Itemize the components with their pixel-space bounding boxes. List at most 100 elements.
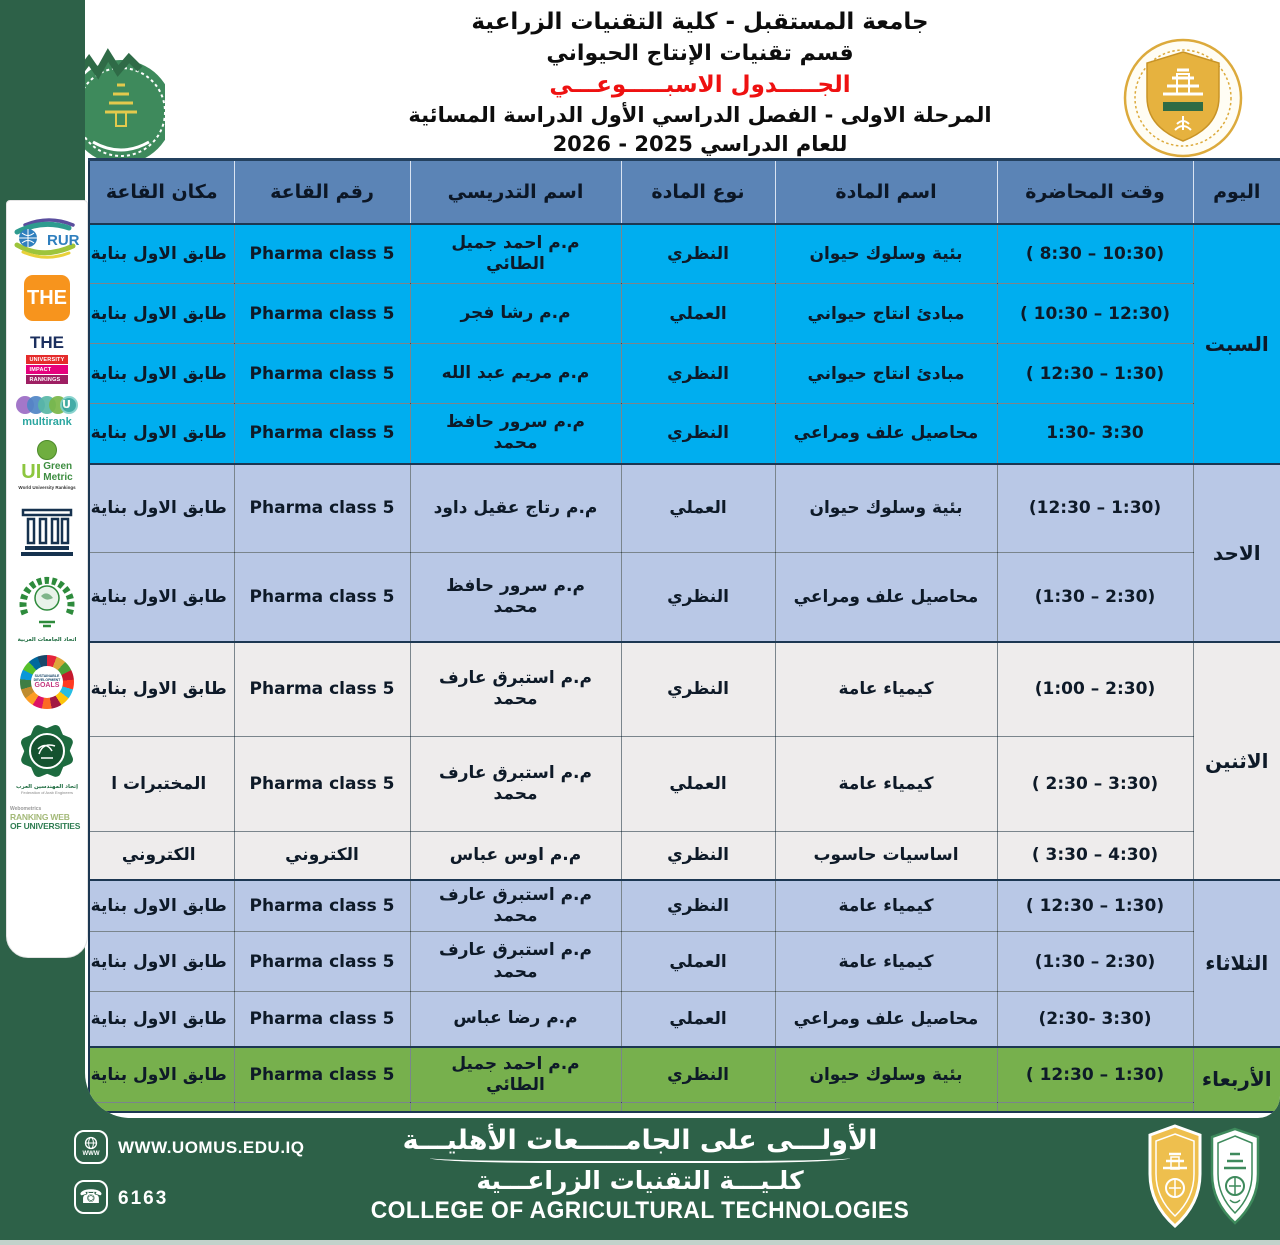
cell-subject: محاصيل علف ومراعي <box>774 403 998 464</box>
cell-instructor: م.م استبرق عارف محمد <box>409 878 622 932</box>
cell-subject: محاصيل علف ومراعي <box>774 552 998 642</box>
cell-location: طابق الاول بناية <box>88 640 235 737</box>
footer-slogan: الأولـــى على الجامـــــعات الأهليـــة ك… <box>240 1124 1040 1225</box>
cell-time: ( 3:30 – 4:30) <box>996 831 1194 880</box>
cell-type: النظري <box>620 878 776 932</box>
cell-location: طابق الاول بناية <box>88 1045 235 1103</box>
cell-subject: مبادئ انتاج حيواني <box>774 283 998 344</box>
cell-empty <box>233 1102 411 1112</box>
cell-room: Pharma class 5 <box>233 462 411 553</box>
association-arab-universities-icon: اتحاد الجامعات العربية <box>15 570 79 643</box>
cell-subject: محاصيل علف ومراعي <box>774 991 998 1047</box>
cell-room: Pharma class 5 <box>233 343 411 404</box>
sdg-goals-icon: SUSTAINABLE DEVELOPMENT GOALS <box>20 655 74 709</box>
svg-text:RUR: RUR <box>47 232 80 249</box>
cell-room: Pharma class 5 <box>233 991 411 1047</box>
cell-room: Pharma class 5 <box>233 403 411 464</box>
cell-location: طابق الاول بناية <box>88 222 235 284</box>
cell-type: النظري <box>620 552 776 642</box>
cell-type: النظري <box>620 343 776 404</box>
cell-location: طابق الاول بناية <box>88 878 235 932</box>
cell-type: النظري <box>620 640 776 737</box>
cell-type: النظري <box>620 403 776 464</box>
cell-empty <box>88 1102 235 1112</box>
weekly-schedule-table: اليوم وقت المحاضرة اسم المادة نوع المادة اسم… <box>88 158 1280 1113</box>
cell-room: Pharma class 5 <box>233 222 411 284</box>
schedule-row: (2:30- 3:30) محاصيل علف ومراعي العملي م.م ر… <box>88 991 1280 1047</box>
times-higher-education-icon: THE <box>24 275 70 321</box>
cell-time: ( 10:30 – 12:30) <box>996 283 1194 344</box>
cell-time: ( 12:30 – 1:30) <box>996 878 1194 932</box>
cell-time: (1:30 – 2:30) <box>996 552 1194 642</box>
cell-empty <box>774 1102 998 1112</box>
cell-subject: كيمياء عامة <box>774 878 998 932</box>
cell-instructor: م.م استبرق عارف محمد <box>409 640 622 737</box>
cell-room: Pharma class 5 <box>233 552 411 642</box>
day-label: السبت <box>1192 222 1280 464</box>
college-gold-crest-icon <box>1146 1122 1204 1236</box>
column-header-3: نوع المادة <box>620 158 776 224</box>
cell-location: طابق الاول بناية <box>88 343 235 404</box>
cell-room: الكتروني <box>233 831 411 880</box>
cell-time: (1:00 – 2:30) <box>996 640 1194 737</box>
ui-greenmetric-icon: UI Green Metric World University Ranking… <box>18 440 76 490</box>
cell-time: ( 12:30 – 1:30) <box>996 1045 1194 1103</box>
cell-subject: كيمياء عامة <box>774 736 998 832</box>
day-label: الاحد <box>1192 462 1280 642</box>
rankings-sidebar: RUR THE THE UNIVERSITY IMPACT RANKINGS U… <box>6 200 88 958</box>
schedule-row: ( 10:30 – 12:30) مبادئ انتاج حيواني العملي… <box>88 283 1280 344</box>
cell-instructor: م.م اوس عباس <box>409 831 622 880</box>
footer-college-english: COLLEGE OF AGRICULTURAL TECHNOLOGIES <box>370 1197 910 1224</box>
day-label: الاثنين <box>1192 640 1280 880</box>
schedule-row: ( 12:30 – 1:30) مبادئ انتاج حيواني النظري م… <box>88 343 1280 404</box>
cell-subject: اساسيات حاسوب <box>774 831 998 880</box>
schedule-row-partial <box>88 1102 1280 1112</box>
website-url[interactable]: WWW.UOMUS.EDU.IQ <box>118 1138 305 1157</box>
cell-subject: كيمياء عامة <box>774 931 998 992</box>
cell-location: طابق الاول بناية <box>88 991 235 1047</box>
column-header-5: رقم القاعة <box>233 158 411 224</box>
column-header-2: اسم المادة <box>774 158 998 224</box>
bottom-strip <box>0 1240 1280 1245</box>
cell-subject: بئية وسلوك حيوان <box>774 222 998 284</box>
cell-instructor: م.م رشا فجر <box>409 283 622 344</box>
column-header-0: اليوم <box>1192 158 1280 224</box>
cell-instructor: م.م احمد جميل الطائي <box>409 1045 622 1103</box>
academic-year: للعام الدراسي 2025 - 2026 <box>552 132 848 156</box>
stage-subtitle: المرحلة الاولى - الفصل الدراسي الأول الد… <box>408 103 992 127</box>
footer-slogan-line1: الأولـــى على الجامـــــعات الأهليـــة <box>402 1125 878 1156</box>
page-header: جامعة المستقبل - كلية التقنيات الزراعية … <box>380 6 1020 158</box>
footer-underline-decoration <box>430 1158 850 1163</box>
cell-location: الكتروني <box>88 831 235 880</box>
footer: WWW WWW.UOMUS.EDU.IQ ☎ 6163 الأولـــى عل… <box>0 1118 1280 1245</box>
schedule-row: الاحد (12:30 – 1:30) بئية وسلوك حيوان العمل… <box>88 462 1280 642</box>
cell-subject: بئية وسلوك حيوان <box>774 462 998 553</box>
the-impact-rankings-icon: THE UNIVERSITY IMPACT RANKINGS <box>26 333 68 384</box>
cell-room: Pharma class 5 <box>233 736 411 832</box>
college-seal-icon <box>85 24 173 170</box>
cell-type: النظري <box>620 1045 776 1103</box>
rur-ranking-icon: RUR <box>11 215 83 263</box>
cell-room: Pharma class 5 <box>233 878 411 932</box>
cell-type: العملي <box>620 283 776 344</box>
cell-location: المختبرات ا <box>88 736 235 832</box>
al-mustaqbal-university-seal-icon <box>1117 36 1249 164</box>
day-label: الثلاثاء <box>1192 878 1280 1047</box>
cell-type: العملي <box>620 462 776 553</box>
cell-type: العملي <box>620 736 776 832</box>
column-header-4: اسم التدريسي <box>409 158 622 224</box>
cell-time: ( 8:30 – 10:30) <box>996 222 1194 284</box>
u-multirank-icon: U multirank <box>16 396 78 428</box>
cell-instructor: م.م استبرق عارف محمد <box>409 931 622 992</box>
cell-empty <box>409 1102 622 1112</box>
cell-type: النظري <box>620 831 776 880</box>
cell-time: (2:30- 3:30) <box>996 991 1194 1047</box>
cell-time: ( 2:30 – 3:30) <box>996 736 1194 832</box>
day-label: الأربعاء <box>1192 1045 1280 1112</box>
university-title: جامعة المستقبل - كلية التقنيات الزراعية <box>471 9 929 35</box>
cell-subject: كيمياء عامة <box>774 640 998 737</box>
cell-time: ( 12:30 – 1:30) <box>996 343 1194 404</box>
schedule-row: السبت( 8:30 – 10:30) بئية وسلوك حيوان النظ… <box>88 222 1280 464</box>
webometrics-icon: Webometrics RANKING WEB OF UNIVERSITIES <box>10 806 81 831</box>
university-building-icon <box>18 502 76 558</box>
